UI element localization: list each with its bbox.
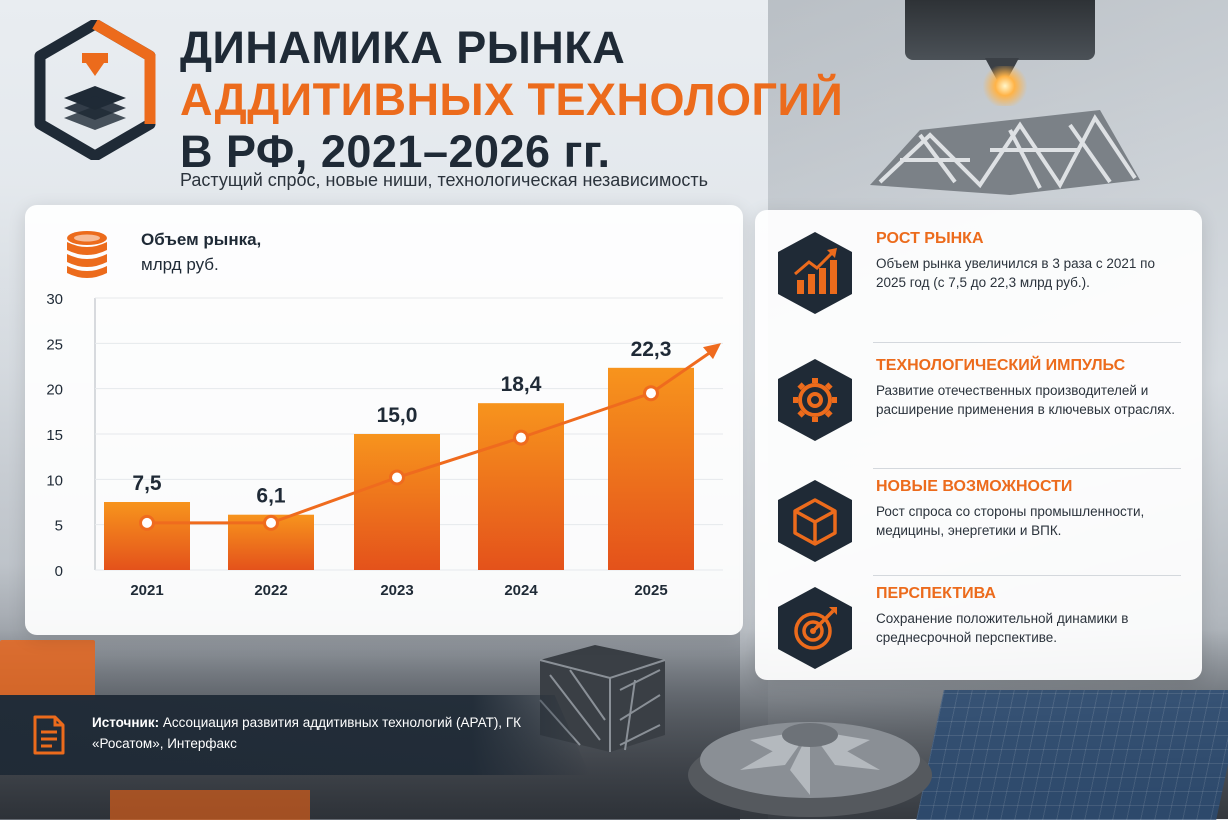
document-icon — [33, 715, 65, 755]
blueprint-image — [916, 690, 1228, 820]
bar-2021 — [104, 502, 190, 570]
bar-value-label: 7,5 — [132, 472, 162, 495]
y-tick-label: 0 — [55, 563, 63, 580]
chart-label-title: Объем рынка, — [141, 230, 262, 249]
trend-point — [643, 385, 659, 402]
info-text: Развитие отечественных производителей и … — [876, 383, 1176, 417]
source-label: Источник: — [92, 715, 160, 730]
info-text: Сохранение положительной динамики в сред… — [876, 611, 1129, 645]
y-tick-label: 10 — [46, 472, 63, 489]
laser-spark-image — [980, 66, 1030, 106]
divider — [873, 575, 1181, 576]
divider — [873, 342, 1181, 343]
info-title: ТЕХНОЛОГИЧЕСКИЙ ИМПУЛЬС — [876, 357, 1126, 374]
source-text: Источник: Ассоциация развития аддитивных… — [92, 712, 552, 754]
bar-value-label: 6,1 — [256, 485, 286, 508]
y-tick-label: 30 — [46, 291, 63, 308]
info-title: НОВЫЕ ВОЗМОЖНОСТИ — [876, 478, 1073, 495]
background-orange-part — [0, 640, 95, 700]
y-tick-label: 25 — [46, 336, 63, 353]
growth-chart-icon — [778, 232, 852, 314]
turbine-part-image — [688, 722, 932, 817]
title-line-1: ДИНАМИКА РЫНКА — [180, 22, 626, 73]
cube-icon — [778, 480, 852, 562]
bar-value-label: 22,3 — [631, 338, 672, 361]
gear-icon — [778, 359, 852, 441]
trend-point — [263, 514, 279, 531]
coin-stack-icon — [67, 231, 107, 278]
bar-value-label: 15,0 — [377, 404, 418, 427]
trend-point — [139, 514, 155, 531]
trend-arrowhead — [703, 343, 721, 360]
source-panel: Источник: Ассоциация развития аддитивных… — [0, 695, 590, 775]
bar-value-label: 18,4 — [501, 373, 542, 396]
background-orange-rail — [110, 790, 310, 820]
trend-point — [389, 469, 405, 486]
lattice-part-image — [870, 110, 1140, 195]
chart-label-unit: млрд руб. — [141, 255, 219, 274]
x-tick-label: 2023 — [380, 582, 413, 599]
chart-panel: Объем рынка, млрд руб. 0 5 10 15 20 25 30 7,5 2… — [25, 205, 743, 635]
x-tick-label: 2021 — [130, 582, 163, 599]
trend-point — [513, 429, 529, 446]
x-tick-label: 2024 — [504, 582, 538, 599]
logo-hexagon-icon — [34, 20, 156, 160]
title-line-3: В РФ, 2021–2026 гг. — [180, 126, 611, 177]
x-tick-label: 2025 — [634, 582, 667, 599]
trend-line — [147, 347, 716, 525]
target-icon — [778, 587, 852, 669]
info-text: Рост спроса со стороны промышленности, м… — [876, 504, 1145, 538]
y-tick-label: 20 — [46, 382, 63, 399]
source-value: Ассоциация развития аддитивных технологи… — [92, 715, 521, 751]
info-title: РОСТ РЫНКА — [876, 230, 984, 247]
title-line-2: АДДИТИВНЫХ ТЕХНОЛОГИЙ — [180, 74, 844, 125]
info-panel: РОСТ РЫНКА Объем рынка увеличился в 3 ра… — [755, 210, 1202, 680]
page-subtitle: Растущий спрос, новые ниши, технологичес… — [180, 170, 708, 190]
page-title: ДИНАМИКА РЫНКА АДДИТИВНЫХ ТЕХНОЛОГИЙ В Р… — [180, 22, 843, 178]
info-title: ПЕРСПЕКТИВА — [876, 585, 996, 602]
divider — [873, 468, 1181, 469]
info-text: Объем рынка увеличился в 3 раза с 2021 п… — [876, 256, 1155, 290]
y-tick-label: 15 — [46, 427, 63, 444]
y-tick-label: 5 — [55, 518, 63, 535]
bar-2023 — [354, 434, 440, 570]
printer-head-image — [905, 0, 1095, 60]
x-tick-label: 2022 — [254, 582, 287, 599]
